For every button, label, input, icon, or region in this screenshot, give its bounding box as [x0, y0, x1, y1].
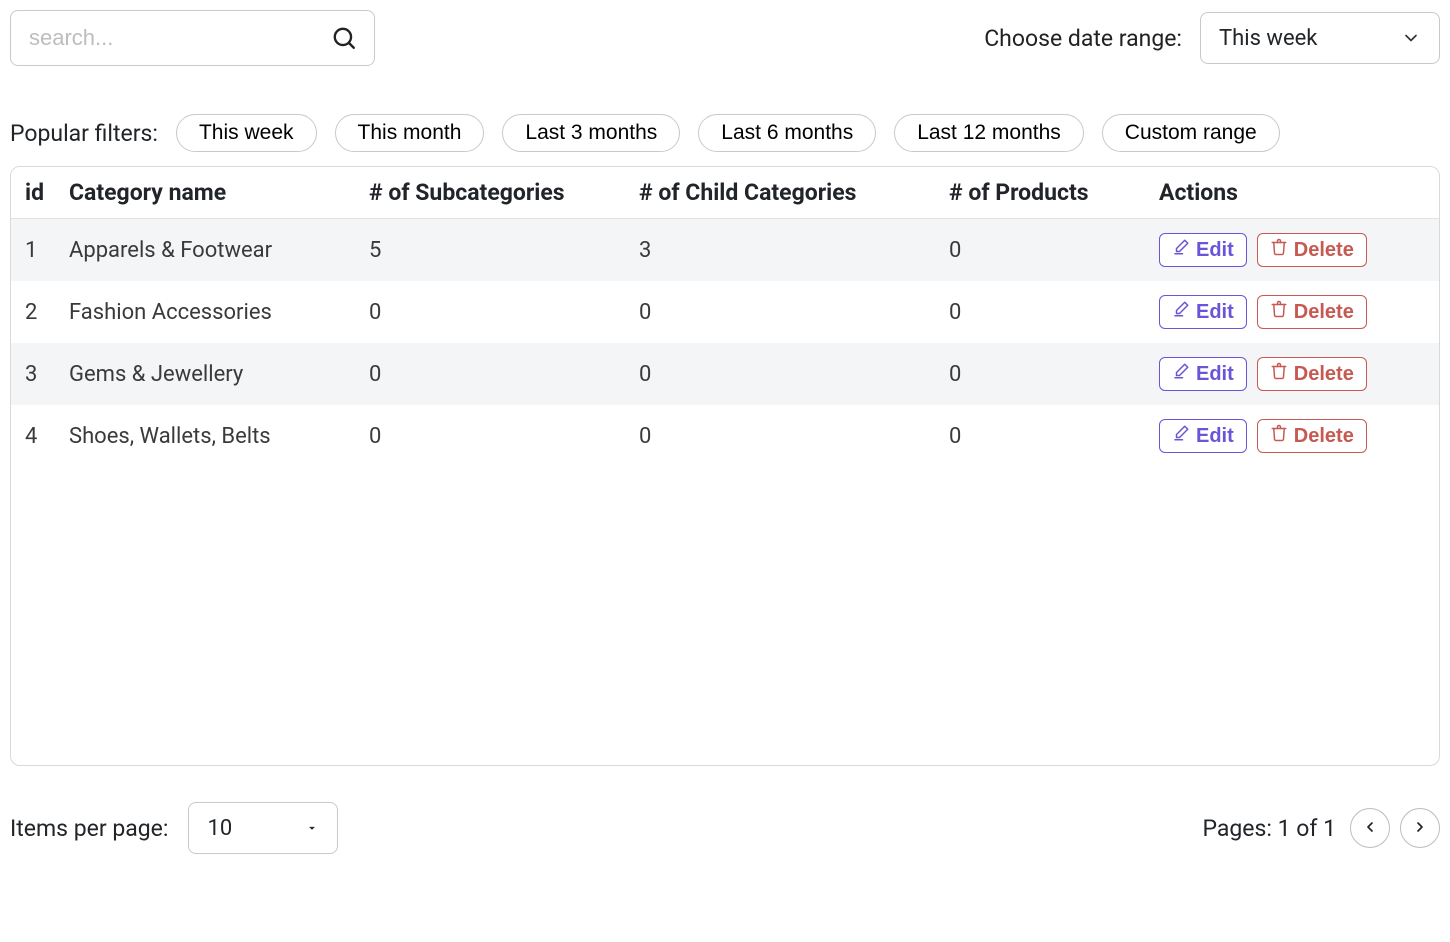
- next-page-button[interactable]: [1400, 808, 1440, 848]
- cell-actions: Edit Delete: [1149, 405, 1439, 467]
- cell-id: 1: [11, 219, 59, 282]
- col-header-prod: # of Products: [939, 167, 1149, 219]
- trash-icon: [1270, 238, 1288, 262]
- col-header-child: # of Child Categories: [629, 167, 939, 219]
- table-row: 2Fashion Accessories000EditDelete: [11, 281, 1439, 343]
- cell-name: Apparels & Footwear: [59, 219, 359, 282]
- cell-child-categories: 3: [629, 219, 939, 282]
- cell-id: 3: [11, 343, 59, 405]
- items-per-page-group: Items per page: 10: [10, 802, 338, 854]
- delete-label: Delete: [1294, 425, 1354, 448]
- trash-icon: [1270, 362, 1288, 386]
- cell-name: Fashion Accessories: [59, 281, 359, 343]
- edit-button[interactable]: Edit: [1159, 295, 1247, 329]
- search-input[interactable]: [10, 10, 375, 66]
- delete-label: Delete: [1294, 239, 1354, 262]
- pages-label: Pages: 1 of 1: [1202, 815, 1336, 842]
- cell-products: 0: [939, 281, 1149, 343]
- table-row: 3Gems & Jewellery000EditDelete: [11, 343, 1439, 405]
- cell-name: Gems & Jewellery: [59, 343, 359, 405]
- edit-button[interactable]: Edit: [1159, 357, 1247, 391]
- edit-label: Edit: [1196, 239, 1234, 262]
- date-range-label: Choose date range:: [984, 25, 1182, 52]
- cell-products: 0: [939, 343, 1149, 405]
- chevron-right-icon: [1412, 819, 1428, 838]
- filter-pill[interactable]: Custom range: [1102, 114, 1280, 152]
- cell-actions: Edit Delete: [1149, 343, 1439, 405]
- items-per-page-value: 10: [207, 816, 305, 841]
- edit-button[interactable]: Edit: [1159, 233, 1247, 267]
- trash-icon: [1270, 424, 1288, 448]
- delete-button[interactable]: Delete: [1257, 357, 1367, 391]
- date-range-select[interactable]: This week: [1200, 12, 1440, 64]
- chevron-down-icon: [1401, 28, 1421, 48]
- trash-icon: [1270, 300, 1288, 324]
- edit-icon: [1172, 238, 1190, 262]
- filter-pill[interactable]: This month: [335, 114, 485, 152]
- edit-label: Edit: [1196, 425, 1234, 448]
- cell-child-categories: 0: [629, 343, 939, 405]
- delete-label: Delete: [1294, 363, 1354, 386]
- cell-subcategories: 0: [359, 405, 629, 467]
- chevron-left-icon: [1362, 819, 1378, 838]
- table-row: 1Apparels & Footwear530 Edit Delete: [11, 219, 1439, 282]
- delete-button[interactable]: Delete: [1257, 295, 1367, 329]
- col-header-actions: Actions: [1149, 167, 1439, 219]
- filter-pill[interactable]: Last 12 months: [894, 114, 1084, 152]
- filter-pill[interactable]: Last 6 months: [698, 114, 876, 152]
- cell-id: 4: [11, 405, 59, 467]
- cell-id: 2: [11, 281, 59, 343]
- top-bar: Choose date range: This week: [10, 10, 1440, 66]
- date-range-group: Choose date range: This week: [984, 12, 1440, 64]
- popular-filters-label: Popular filters:: [10, 120, 158, 147]
- search-wrap: [10, 10, 375, 66]
- cell-products: 0: [939, 405, 1149, 467]
- cell-name: Shoes, Wallets, Belts: [59, 405, 359, 467]
- cell-subcategories: 0: [359, 343, 629, 405]
- col-header-id: id: [11, 167, 59, 219]
- edit-label: Edit: [1196, 301, 1234, 324]
- col-header-sub: # of Subcategories: [359, 167, 629, 219]
- items-per-page-select[interactable]: 10: [188, 802, 338, 854]
- delete-button[interactable]: Delete: [1257, 233, 1367, 267]
- pager: Pages: 1 of 1: [1202, 808, 1440, 848]
- cell-subcategories: 5: [359, 219, 629, 282]
- edit-icon: [1172, 300, 1190, 324]
- delete-button[interactable]: Delete: [1257, 419, 1367, 453]
- prev-page-button[interactable]: [1350, 808, 1390, 848]
- delete-label: Delete: [1294, 301, 1354, 324]
- edit-icon: [1172, 424, 1190, 448]
- footer-bar: Items per page: 10 Pages: 1 of 1: [10, 802, 1440, 854]
- date-range-value: This week: [1219, 26, 1401, 51]
- chevron-down-icon: [305, 816, 319, 841]
- categories-table-card: id Category name # of Subcategories # of…: [10, 166, 1440, 766]
- cell-actions: Edit Delete: [1149, 219, 1439, 282]
- cell-child-categories: 0: [629, 281, 939, 343]
- filter-pill[interactable]: Last 3 months: [502, 114, 680, 152]
- cell-actions: Edit Delete: [1149, 281, 1439, 343]
- edit-icon: [1172, 362, 1190, 386]
- items-per-page-label: Items per page:: [10, 815, 168, 842]
- col-header-name: Category name: [59, 167, 359, 219]
- filter-pill[interactable]: This week: [176, 114, 317, 152]
- cell-products: 0: [939, 219, 1149, 282]
- table-row: 4Shoes, Wallets, Belts000EditDelete: [11, 405, 1439, 467]
- cell-subcategories: 0: [359, 281, 629, 343]
- edit-label: Edit: [1196, 363, 1234, 386]
- cell-child-categories: 0: [629, 405, 939, 467]
- categories-table: id Category name # of Subcategories # of…: [11, 167, 1439, 467]
- edit-button[interactable]: Edit: [1159, 419, 1247, 453]
- popular-filters-row: Popular filters: This week This month La…: [10, 114, 1440, 152]
